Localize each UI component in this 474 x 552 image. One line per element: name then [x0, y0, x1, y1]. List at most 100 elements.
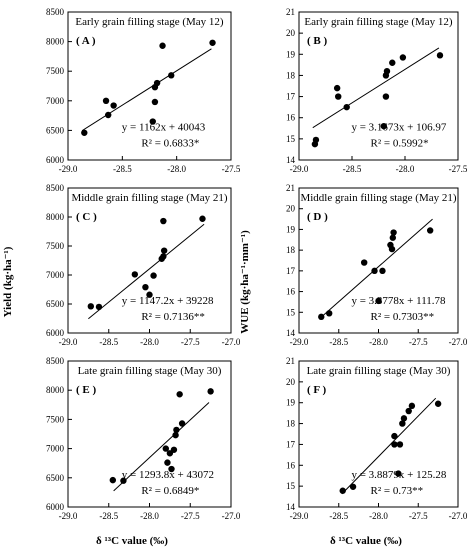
x-tick-label: -29.0 [290, 511, 309, 521]
data-point [160, 253, 167, 260]
data-point [399, 420, 406, 427]
y-tick-label: 14 [286, 502, 296, 512]
panel-label: ( A ) [76, 35, 96, 47]
x-tick-label: -27.0 [222, 511, 241, 521]
x-tick-label: -29.0 [59, 337, 78, 347]
y-tick-label: 7000 [46, 444, 65, 454]
y-tick-label: 6500 [46, 125, 65, 135]
data-point [176, 391, 183, 398]
data-point [110, 102, 117, 109]
r-squared: R² = 0.5992* [371, 138, 429, 150]
y-tick-label: 14 [286, 155, 296, 165]
regression-equation: y = 1147.2x + 39228 [122, 295, 214, 307]
data-point [399, 54, 407, 61]
r-squared: R² = 0.6849* [141, 485, 199, 497]
y-tick-label: 6000 [46, 328, 65, 338]
x-tick-label: -29.0 [290, 337, 309, 347]
x-tick-label: -27.5 [181, 511, 200, 521]
data-point [170, 446, 178, 453]
y-tick-label: 19 [286, 398, 296, 408]
y-tick-label: 7500 [46, 241, 65, 251]
y-axis-label-yield: Yield (kg·ha⁻¹) [2, 246, 14, 317]
data-point [199, 215, 206, 222]
data-point [105, 111, 112, 119]
y-tick-label: 8500 [46, 356, 65, 366]
y-tick-label: 7500 [46, 66, 65, 76]
y-tick-label: 21 [286, 7, 295, 17]
x-tick-label: -27.5 [449, 164, 468, 174]
regression-equation: y = 1293.8x + 43072 [122, 469, 214, 481]
panel-title: Middle grain filling stage (May 21) [71, 192, 227, 204]
regression-equation: y = 3.3778x + 111.78 [351, 295, 446, 307]
y-tick-label: 17 [286, 92, 296, 102]
panel-d: 14 15 16 17 18 19 20 21 -29.0 -28.5 -28.0 -27.5 -27.… [286, 183, 468, 347]
data-point [95, 303, 103, 311]
x-tick-label: -28.5 [99, 511, 118, 521]
data-point [379, 267, 386, 275]
panel-title: Late grain filling stage (May 30) [78, 365, 222, 377]
data-point [391, 441, 398, 448]
y-tick-label: 6500 [46, 299, 65, 309]
data-point [149, 118, 156, 125]
y-tick-label: 8500 [46, 183, 65, 193]
x-tick-label: -28.0 [140, 511, 159, 521]
data-point [383, 68, 391, 75]
panel-e: 6000 6500 7000 7500 8000 8500 -29.0 -28.5 -28.0 -… [46, 356, 241, 521]
data-point [164, 459, 171, 466]
x-tick-label: -27.0 [222, 337, 241, 347]
y-tick-label: 20 [286, 377, 296, 387]
x-tick-label: -28.5 [113, 164, 132, 174]
y-tick-label: 6000 [46, 155, 65, 165]
regression-line [81, 48, 212, 132]
panel-label: ( C ) [76, 211, 97, 223]
data-point [160, 217, 167, 225]
y-tick-label: 15 [286, 307, 296, 317]
r-squared: R² = 0.7136** [141, 311, 205, 323]
r-squared: R² = 0.73** [371, 485, 424, 497]
y-tick-label: 15 [286, 481, 296, 491]
y-tick-label: 16 [286, 113, 296, 123]
x-tick-label: -28.5 [329, 337, 348, 347]
x-axis-label-right: δ ¹³C value (‰) [330, 535, 402, 547]
x-tick-label: -27.5 [181, 337, 200, 347]
x-tick-label: -29.0 [59, 511, 78, 521]
data-point [207, 388, 214, 395]
x-axis-label-left: δ ¹³C value (‰) [96, 535, 168, 547]
y-tick-label: 7500 [46, 414, 65, 424]
data-point [162, 445, 169, 452]
y-tick-label: 21 [286, 356, 295, 366]
regression-equation: y = 3.8879x + 125.28 [351, 469, 446, 481]
data-point [408, 402, 416, 410]
data-point [371, 267, 378, 275]
panel-label: ( E ) [76, 384, 97, 396]
r-squared: R² = 0.7303** [371, 311, 435, 323]
data-point [400, 415, 408, 422]
y-tick-label: 6000 [46, 502, 65, 512]
panel-title: Early grain filling stage (May 12) [75, 16, 223, 28]
panels: 6000 6500 7000 7500 8000 8500 -29.0 -28.5 -28.0 -… [46, 7, 468, 521]
data-point [396, 441, 404, 448]
data-point [102, 97, 110, 105]
data-point [159, 42, 166, 49]
regression-line [312, 47, 440, 129]
x-tick-label: -29.0 [59, 164, 78, 174]
y-tick-label: 19 [286, 49, 296, 59]
y-tick-label: 17 [286, 266, 296, 276]
x-tick-label: -28.0 [396, 164, 415, 174]
panel-b: 14 15 16 17 18 19 20 21 -29.0 -28.5 -28.0 -27.5 Earl… [286, 7, 468, 174]
data-point [339, 487, 346, 494]
y-tick-label: 15 [286, 134, 296, 144]
data-point [326, 310, 333, 317]
data-point [150, 272, 157, 279]
y-tick-label: 16 [286, 287, 296, 297]
data-point [375, 297, 382, 305]
y-tick-label: 20 [286, 204, 296, 214]
x-tick-label: -28.5 [329, 511, 348, 521]
data-point [335, 93, 342, 100]
x-tick-label: -28.5 [99, 337, 118, 347]
y-tick-label: 8500 [46, 7, 65, 17]
data-point [382, 93, 390, 100]
data-point [312, 136, 320, 144]
y-tick-label: 8000 [46, 212, 65, 222]
data-point [146, 291, 153, 298]
